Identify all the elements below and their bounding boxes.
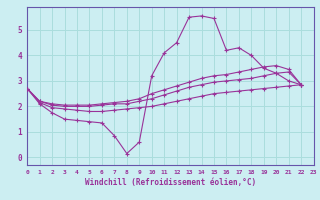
X-axis label: Windchill (Refroidissement éolien,°C): Windchill (Refroidissement éolien,°C) (85, 178, 256, 187)
